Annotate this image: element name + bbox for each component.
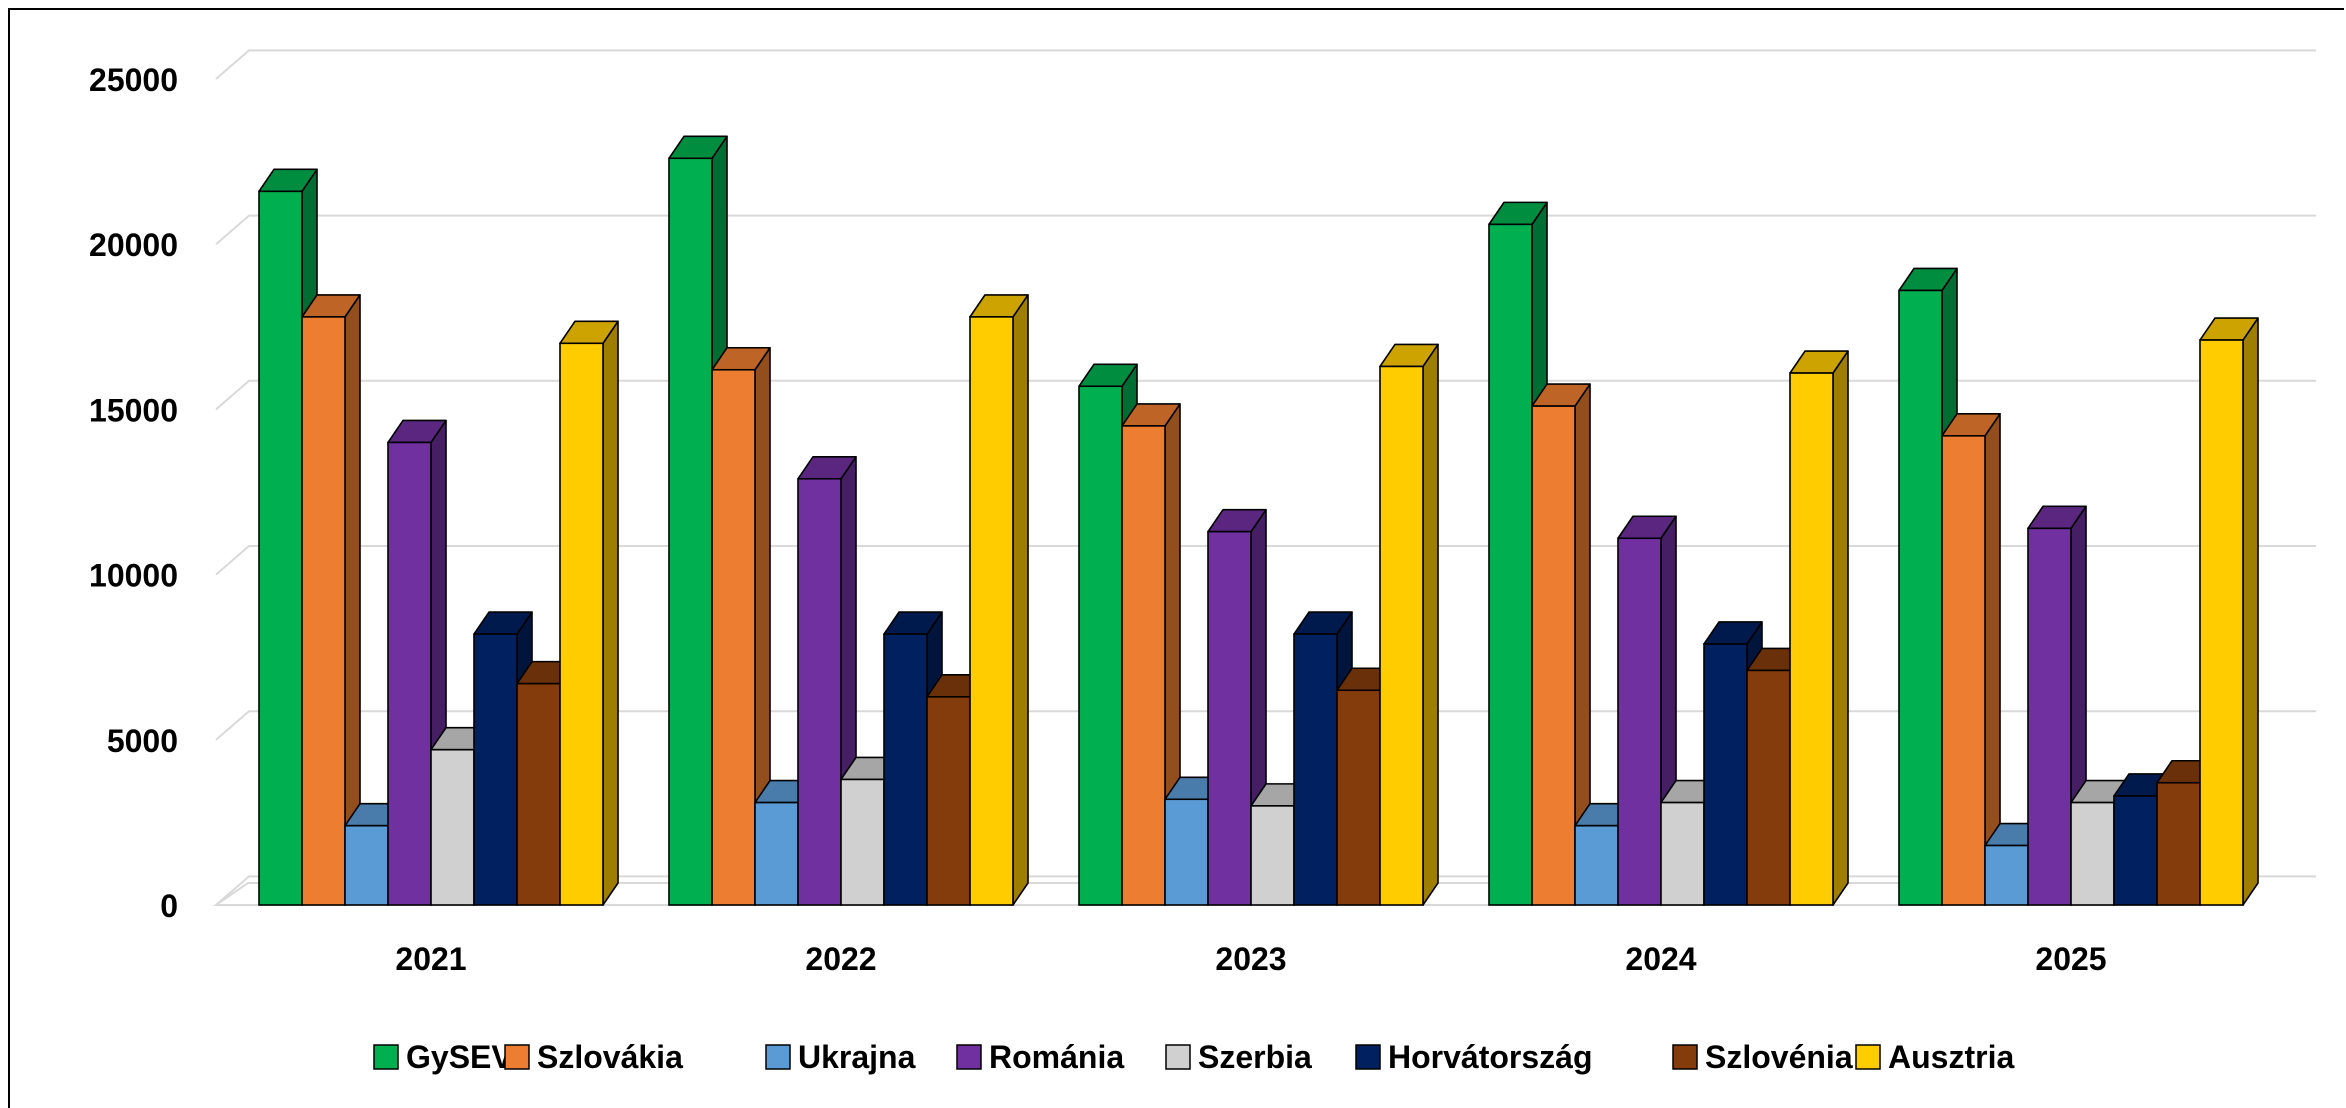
y-tick-label: 5000 xyxy=(107,723,178,759)
bar xyxy=(1985,846,2028,905)
bar-side xyxy=(1833,351,1848,905)
x-tick-label: 2022 xyxy=(805,941,876,977)
bar xyxy=(669,158,712,905)
bar xyxy=(1532,406,1575,905)
bar-side xyxy=(2243,318,2258,905)
bar xyxy=(345,826,388,905)
gridline xyxy=(216,381,2316,410)
bar xyxy=(1294,634,1337,905)
bar xyxy=(1661,803,1704,905)
bar xyxy=(431,750,474,905)
bar xyxy=(1618,538,1661,905)
bar xyxy=(474,634,517,905)
bar xyxy=(517,684,560,905)
x-tick-label: 2024 xyxy=(1625,941,1696,977)
y-tick-label: 0 xyxy=(160,888,178,924)
legend-label: Ausztria xyxy=(1888,1039,2014,1075)
y-tick-label: 10000 xyxy=(89,558,178,594)
y-tick-label: 25000 xyxy=(89,62,178,98)
legend-swatch xyxy=(1356,1045,1380,1069)
bar xyxy=(1704,644,1747,905)
bar-side xyxy=(1013,295,1028,905)
bar xyxy=(1790,373,1833,905)
bar xyxy=(884,634,927,905)
y-tick-label: 15000 xyxy=(89,392,178,428)
bar xyxy=(712,370,755,905)
bar xyxy=(2157,783,2200,905)
legend-swatch xyxy=(374,1045,398,1069)
bar xyxy=(1380,366,1423,905)
legend-swatch xyxy=(505,1045,529,1069)
legend-swatch xyxy=(1166,1045,1190,1069)
legend-label: Románia xyxy=(989,1039,1124,1075)
gridline xyxy=(216,50,2316,79)
gridline xyxy=(216,216,2316,245)
bar xyxy=(302,317,345,905)
bar xyxy=(1337,690,1380,905)
x-tick-label: 2021 xyxy=(395,941,466,977)
bar xyxy=(1251,806,1294,905)
bar xyxy=(1575,826,1618,905)
bar xyxy=(798,479,841,905)
bar xyxy=(1942,436,1985,905)
bar xyxy=(2028,528,2071,905)
bar xyxy=(970,317,1013,905)
bar xyxy=(2071,803,2114,905)
bar xyxy=(1122,426,1165,905)
legend-swatch xyxy=(1673,1045,1697,1069)
bar xyxy=(841,779,884,905)
x-tick-label: 2025 xyxy=(2035,941,2106,977)
legend-label: Horvátország xyxy=(1388,1039,1593,1075)
x-tick-label: 2023 xyxy=(1215,941,1286,977)
legend-label: Ukrajna xyxy=(798,1039,916,1075)
legend-swatch xyxy=(957,1045,981,1069)
bar xyxy=(259,191,302,905)
legend-swatch xyxy=(766,1045,790,1069)
legend-label: GySEV xyxy=(406,1039,513,1075)
bar xyxy=(755,803,798,905)
bar xyxy=(2114,796,2157,905)
bar xyxy=(560,343,603,905)
bar xyxy=(1489,224,1532,905)
bar xyxy=(1079,386,1122,905)
bar xyxy=(1899,290,1942,905)
bar xyxy=(388,442,431,905)
legend-label: Szlovénia xyxy=(1705,1039,1853,1075)
bar xyxy=(1165,799,1208,905)
legend-label: Szlovákia xyxy=(537,1039,683,1075)
legend-label: Szerbia xyxy=(1198,1039,1312,1075)
bar xyxy=(1208,532,1251,905)
legend-swatch xyxy=(1856,1045,1880,1069)
bar xyxy=(1747,670,1790,905)
bar xyxy=(2200,340,2243,905)
y-tick-label: 20000 xyxy=(89,227,178,263)
bar-side xyxy=(603,321,618,905)
bar xyxy=(927,697,970,905)
bar-side xyxy=(1423,344,1438,905)
